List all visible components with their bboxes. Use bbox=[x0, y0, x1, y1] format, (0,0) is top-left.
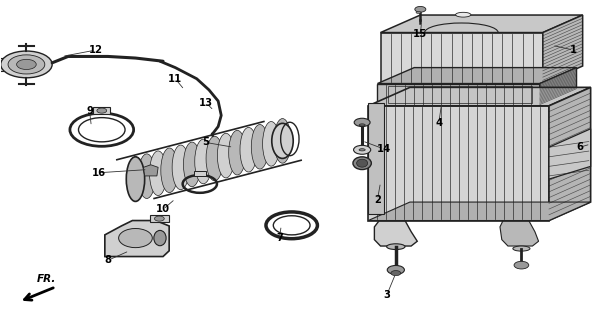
Ellipse shape bbox=[272, 123, 293, 158]
Ellipse shape bbox=[263, 122, 280, 166]
Circle shape bbox=[155, 216, 165, 221]
Polygon shape bbox=[368, 106, 549, 220]
Ellipse shape bbox=[119, 228, 152, 248]
Polygon shape bbox=[93, 107, 111, 115]
Polygon shape bbox=[378, 68, 577, 84]
Polygon shape bbox=[368, 87, 591, 106]
Text: 13: 13 bbox=[199, 98, 213, 108]
Ellipse shape bbox=[195, 139, 212, 184]
Ellipse shape bbox=[240, 127, 257, 172]
Text: 1: 1 bbox=[570, 45, 577, 55]
Text: 5: 5 bbox=[203, 138, 209, 148]
Polygon shape bbox=[105, 220, 169, 257]
Ellipse shape bbox=[416, 12, 421, 13]
Circle shape bbox=[391, 270, 401, 276]
Circle shape bbox=[354, 118, 370, 126]
Text: 4: 4 bbox=[435, 118, 442, 128]
Ellipse shape bbox=[161, 148, 178, 193]
Polygon shape bbox=[150, 215, 169, 222]
Ellipse shape bbox=[359, 149, 365, 151]
Circle shape bbox=[8, 55, 45, 74]
Ellipse shape bbox=[251, 124, 268, 169]
Polygon shape bbox=[375, 220, 418, 246]
Polygon shape bbox=[368, 202, 591, 220]
Ellipse shape bbox=[127, 157, 144, 201]
Text: 7: 7 bbox=[276, 233, 283, 243]
Polygon shape bbox=[549, 129, 591, 179]
Text: 6: 6 bbox=[576, 142, 583, 152]
Text: 16: 16 bbox=[91, 168, 106, 178]
Circle shape bbox=[387, 266, 405, 274]
Polygon shape bbox=[549, 87, 591, 220]
Ellipse shape bbox=[456, 12, 471, 17]
Ellipse shape bbox=[206, 136, 223, 181]
Circle shape bbox=[1, 51, 52, 78]
Polygon shape bbox=[381, 15, 583, 33]
Ellipse shape bbox=[126, 157, 145, 201]
Circle shape bbox=[514, 261, 529, 269]
Polygon shape bbox=[381, 33, 543, 84]
Circle shape bbox=[415, 6, 426, 12]
Polygon shape bbox=[0, 58, 19, 71]
Polygon shape bbox=[540, 68, 577, 106]
Ellipse shape bbox=[150, 151, 166, 196]
Ellipse shape bbox=[513, 246, 530, 251]
Text: 3: 3 bbox=[383, 291, 390, 300]
Polygon shape bbox=[543, 15, 583, 84]
Text: 15: 15 bbox=[413, 29, 427, 39]
Polygon shape bbox=[378, 84, 540, 106]
Ellipse shape bbox=[353, 157, 371, 170]
Circle shape bbox=[354, 145, 371, 154]
Text: 12: 12 bbox=[88, 45, 103, 55]
Text: 11: 11 bbox=[168, 74, 182, 84]
Ellipse shape bbox=[172, 145, 189, 190]
Ellipse shape bbox=[138, 154, 155, 198]
Polygon shape bbox=[368, 103, 384, 214]
Text: 14: 14 bbox=[376, 144, 391, 154]
Polygon shape bbox=[193, 171, 206, 176]
Circle shape bbox=[97, 108, 107, 113]
Ellipse shape bbox=[154, 230, 166, 246]
Polygon shape bbox=[500, 220, 538, 246]
Ellipse shape bbox=[359, 124, 365, 126]
Text: 8: 8 bbox=[104, 255, 111, 265]
Ellipse shape bbox=[184, 142, 201, 187]
Text: FR.: FR. bbox=[37, 274, 56, 284]
Ellipse shape bbox=[387, 244, 405, 250]
Ellipse shape bbox=[217, 133, 235, 178]
Ellipse shape bbox=[357, 159, 368, 167]
Circle shape bbox=[17, 59, 36, 69]
Polygon shape bbox=[144, 165, 158, 176]
Text: 2: 2 bbox=[374, 195, 381, 205]
Ellipse shape bbox=[274, 119, 291, 163]
Text: 9: 9 bbox=[86, 106, 93, 116]
Text: 10: 10 bbox=[156, 204, 170, 214]
Ellipse shape bbox=[228, 130, 246, 175]
